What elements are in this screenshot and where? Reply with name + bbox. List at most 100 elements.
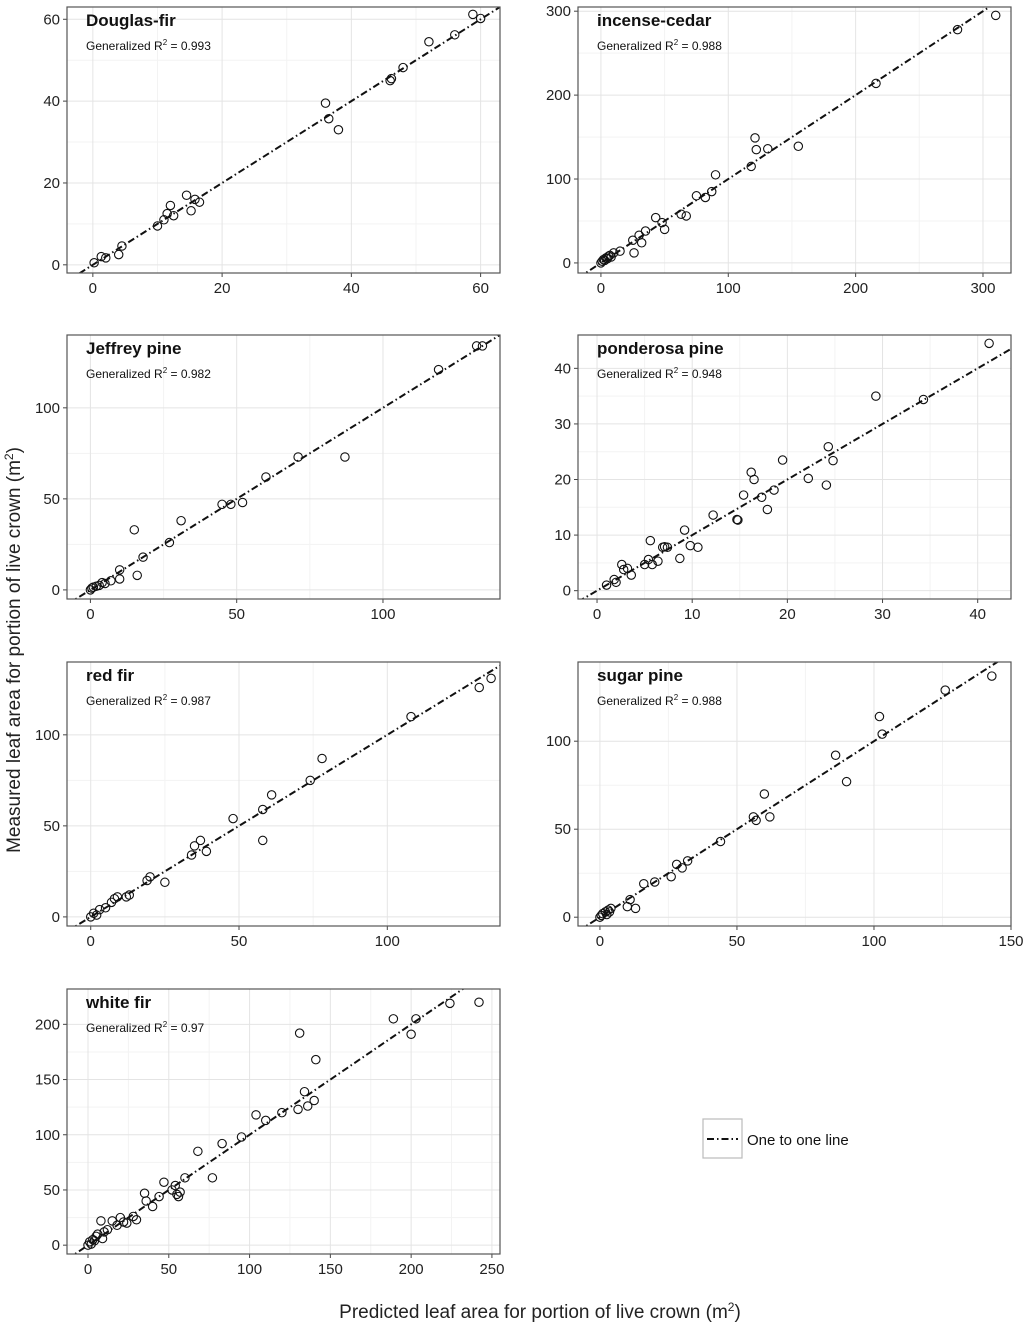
data-point — [738, 490, 749, 500]
data-point — [147, 1201, 158, 1212]
y-tick-label: 20 — [554, 472, 571, 489]
y-tick-label: 100 — [35, 1127, 60, 1144]
data-point — [131, 1215, 142, 1225]
r2-annotation: Generalized R2 = 0.993 — [86, 38, 211, 53]
data-point — [990, 10, 1001, 21]
data-point — [606, 903, 616, 914]
data-point — [751, 815, 761, 826]
data-point — [207, 1173, 218, 1183]
data-point — [164, 537, 175, 548]
data-point — [168, 210, 179, 221]
panel-title: Douglas-fir — [86, 11, 176, 30]
points-ponderosa-pine — [601, 338, 994, 590]
data-point — [261, 472, 271, 482]
panel-frame — [577, 6, 1012, 274]
x-tick-label: 0 — [84, 1261, 92, 1278]
data-point — [608, 248, 619, 258]
data-point — [769, 485, 779, 495]
data-point — [162, 208, 172, 219]
r2-superscript: 2 — [674, 693, 679, 702]
data-point — [237, 497, 248, 508]
data-point — [609, 574, 619, 585]
panel-title: incense-cedar — [597, 11, 712, 30]
data-point — [170, 1180, 181, 1191]
data-point — [611, 577, 621, 588]
panel-frame — [577, 661, 1012, 927]
r2-annotation: Generalized R2 = 0.97 — [86, 1020, 205, 1035]
data-point — [91, 910, 102, 920]
panel-background — [578, 335, 1011, 599]
data-point — [317, 753, 327, 764]
x-tick-label: 0 — [86, 606, 94, 623]
data-point — [450, 30, 460, 40]
y-tick-label: 0 — [563, 255, 571, 272]
y-tick-label: 300 — [546, 3, 571, 20]
data-point — [474, 682, 484, 693]
data-point — [918, 394, 929, 405]
y-tick-label: 0 — [52, 582, 60, 599]
data-point — [662, 542, 673, 553]
data-point — [128, 1211, 138, 1222]
data-point — [626, 570, 637, 580]
data-point — [159, 1177, 169, 1187]
data-point — [681, 211, 691, 221]
x-tick-label: 100 — [716, 280, 741, 297]
data-point — [195, 835, 206, 846]
legend: One to one line — [702, 1118, 849, 1159]
data-point — [122, 1218, 132, 1228]
data-point — [803, 473, 814, 484]
data-point — [141, 1196, 151, 1206]
one-to-one-line — [73, 335, 500, 599]
data-point — [386, 73, 397, 84]
gridlines — [67, 989, 500, 1254]
data-point — [101, 253, 111, 263]
data-point — [474, 997, 484, 1007]
legend-label: One to one line — [747, 1132, 849, 1149]
y-axis-main-title-close: ) — [4, 447, 25, 453]
x-tick-label: 250 — [479, 1261, 504, 1278]
data-point — [159, 215, 169, 225]
data-point — [88, 1234, 98, 1245]
data-point — [406, 1029, 416, 1040]
y-tick-label: 100 — [546, 733, 571, 750]
data-point — [113, 249, 124, 260]
data-point — [302, 1101, 313, 1111]
r2-annotation: Generalized R2 = 0.948 — [597, 366, 722, 381]
panel-sugar-pine: 0 50 100 150 0 50 100 sugar pine Generalized R2 … — [546, 661, 1024, 950]
data-point — [99, 1227, 109, 1237]
r2-superscript: 2 — [163, 1020, 168, 1029]
x-tick-label: 0 — [593, 606, 601, 623]
gridlines — [67, 7, 500, 273]
data-point — [424, 37, 434, 47]
data-point — [172, 1189, 182, 1200]
x-tick-label: 300 — [970, 280, 995, 297]
data-point — [299, 1086, 310, 1097]
y-tick-label: 0 — [563, 583, 571, 600]
data-point — [706, 186, 717, 197]
data-point — [154, 1191, 164, 1202]
y-tick-label: 50 — [43, 1182, 60, 1199]
y-axis-main-title-sup: 2 — [2, 453, 16, 460]
y-tick-label: 0 — [52, 909, 60, 926]
y-tick-label: 100 — [35, 400, 60, 417]
panel-jeffrey-pine: 0 50 100 0 50 100 Jeffrey pine Generalized R2 =… — [35, 334, 501, 623]
data-point — [94, 904, 105, 915]
data-point — [152, 221, 163, 231]
r2-superscript: 2 — [163, 366, 168, 375]
data-point — [165, 200, 176, 211]
data-point — [96, 1216, 106, 1226]
x-axis-main-title-text: Predicted leaf area for portion of live … — [339, 1302, 728, 1323]
points-douglas-fir — [89, 9, 486, 268]
data-point — [659, 224, 670, 235]
r2-prefix: Generalized R — [86, 1021, 163, 1035]
x-tick-label: 150 — [998, 933, 1023, 950]
y-tick-label: 50 — [554, 821, 571, 838]
x-tick-label: 100 — [375, 933, 400, 950]
r2-superscript: 2 — [674, 366, 679, 375]
panel-frame — [66, 661, 501, 927]
data-point — [102, 1224, 113, 1235]
panel-red-fir: 0 50 100 0 50 100 red fir Generalized R2 = 0.98… — [35, 661, 501, 950]
y-tick-label: 100 — [546, 171, 571, 188]
r2-value: = 0.988 — [678, 39, 722, 53]
